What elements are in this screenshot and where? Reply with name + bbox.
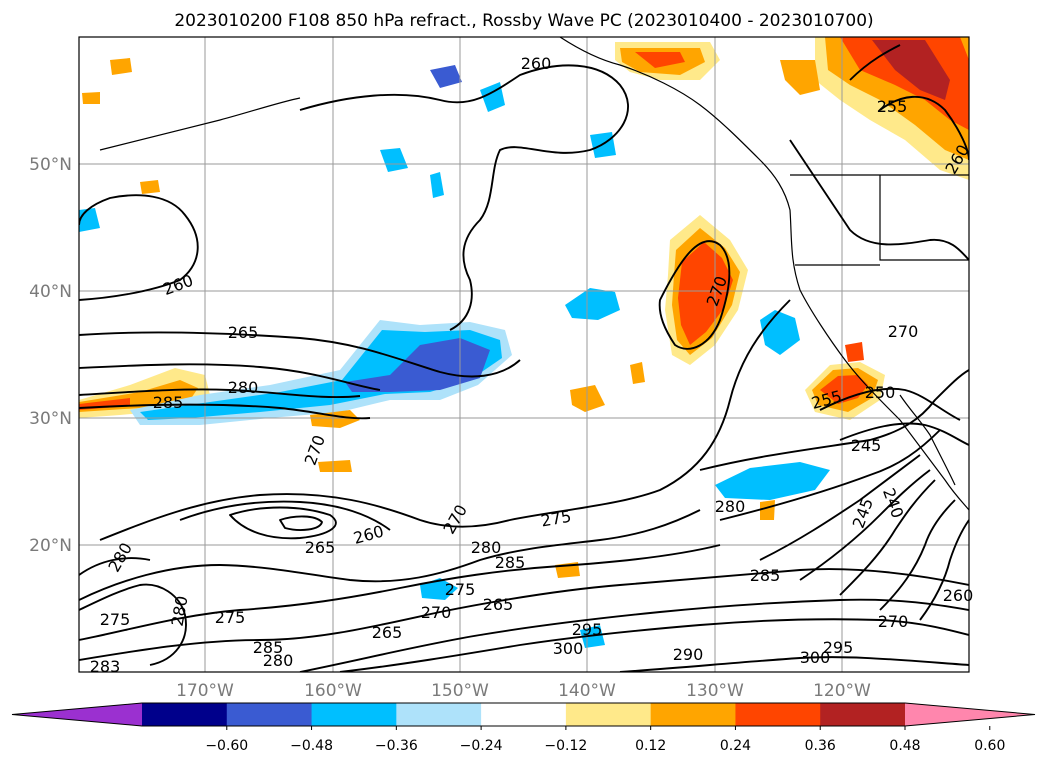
colorbar-segment bbox=[142, 703, 228, 726]
colorbar-tick-label: 0.12 bbox=[635, 738, 666, 754]
contour-label: 270 bbox=[421, 603, 452, 622]
lon-label: 130°W bbox=[686, 681, 744, 701]
lat-label: 30°N bbox=[29, 409, 72, 429]
colorbar-tick-label: 0.36 bbox=[805, 738, 836, 754]
contour-label: 290 bbox=[673, 645, 704, 664]
colorbar-segment bbox=[226, 703, 313, 726]
colorbar-segment bbox=[820, 703, 906, 726]
contour-label: 283 bbox=[90, 657, 121, 676]
colorbar-tick-label: −0.60 bbox=[205, 738, 248, 754]
lon-label: 140°W bbox=[558, 681, 616, 701]
contour-label: 275 bbox=[100, 610, 131, 629]
colorbar-tick-label: 0.60 bbox=[974, 738, 1005, 754]
colorbar-extend-high bbox=[905, 703, 1035, 726]
lat-label: 40°N bbox=[29, 282, 72, 302]
contour-label: 300 bbox=[800, 648, 831, 667]
contour-label: 265 bbox=[305, 538, 336, 557]
contour-label: 265 bbox=[228, 323, 259, 342]
map-frame bbox=[78, 36, 970, 673]
colorbar-tick-label: 0.24 bbox=[720, 738, 751, 754]
shaded-anomalies bbox=[79, 37, 969, 648]
colorbar-segment bbox=[481, 703, 567, 726]
colorbar: −0.60 −0.48 −0.36 −0.24 −0.12 0.12 0.24 0.36 0.4… bbox=[11, 702, 1036, 754]
contour-label: 280 bbox=[228, 378, 259, 397]
contour-label: 260 bbox=[521, 54, 552, 73]
colorbar-segment bbox=[565, 703, 652, 726]
refractivity-contours bbox=[79, 44, 969, 672]
lat-label: 20°N bbox=[29, 536, 72, 556]
lon-label: 170°W bbox=[176, 681, 234, 701]
lat-label: 50°N bbox=[29, 155, 72, 175]
contour-label: 270 bbox=[888, 322, 919, 341]
colorbar-segment bbox=[650, 703, 736, 726]
contour-label: 245 bbox=[851, 436, 882, 455]
contour-label: 295 bbox=[823, 638, 854, 657]
latitude-labels: 50°N 40°N 30°N 20°N bbox=[29, 155, 72, 556]
contour-label: 255 bbox=[877, 97, 908, 116]
colorbar-tick-label: 0.48 bbox=[889, 738, 920, 754]
colorbar-segment bbox=[735, 703, 821, 726]
lon-label: 120°W bbox=[813, 681, 871, 701]
map-panel bbox=[78, 36, 970, 673]
lon-label: 160°W bbox=[304, 681, 362, 701]
graticule bbox=[79, 37, 969, 672]
colorbar-tick-label: −0.12 bbox=[544, 738, 587, 754]
contour-label: 275 bbox=[445, 580, 476, 599]
contour-label: 265 bbox=[483, 595, 514, 614]
contour-label: 285 bbox=[253, 638, 284, 657]
contour-label: 285 bbox=[153, 393, 184, 412]
colorbar-tick-label: −0.24 bbox=[460, 738, 503, 754]
contour-label: 300 bbox=[553, 639, 584, 658]
contour-label: 250 bbox=[865, 383, 896, 402]
contour-label: 295 bbox=[572, 620, 603, 639]
colorbar-extend-low bbox=[12, 703, 142, 726]
contour-label: 265 bbox=[372, 623, 403, 642]
coastlines bbox=[99, 37, 969, 511]
map-title: 2023010200 F108 850 hPa refract., Rossby… bbox=[174, 11, 873, 31]
contour-label: 280 bbox=[715, 497, 746, 516]
colorbar-segment bbox=[396, 703, 482, 726]
contour-label: 285 bbox=[750, 566, 781, 585]
contour-label: 280 bbox=[471, 538, 502, 557]
longitude-labels: 170°W 160°W 150°W 140°W 130°W 120°W bbox=[176, 681, 871, 701]
contour-label: 280 bbox=[263, 651, 294, 670]
contour-label: 270 bbox=[878, 612, 909, 631]
contour-label: 285 bbox=[495, 553, 526, 572]
contour-label: 260 bbox=[943, 586, 974, 605]
colorbar-segment bbox=[311, 703, 397, 726]
colorbar-outline bbox=[11, 702, 1036, 727]
colorbar-tick-label: −0.48 bbox=[290, 738, 333, 754]
lon-label: 150°W bbox=[431, 681, 489, 701]
contour-label: 275 bbox=[215, 608, 246, 627]
colorbar-tick-label: −0.36 bbox=[375, 738, 418, 754]
